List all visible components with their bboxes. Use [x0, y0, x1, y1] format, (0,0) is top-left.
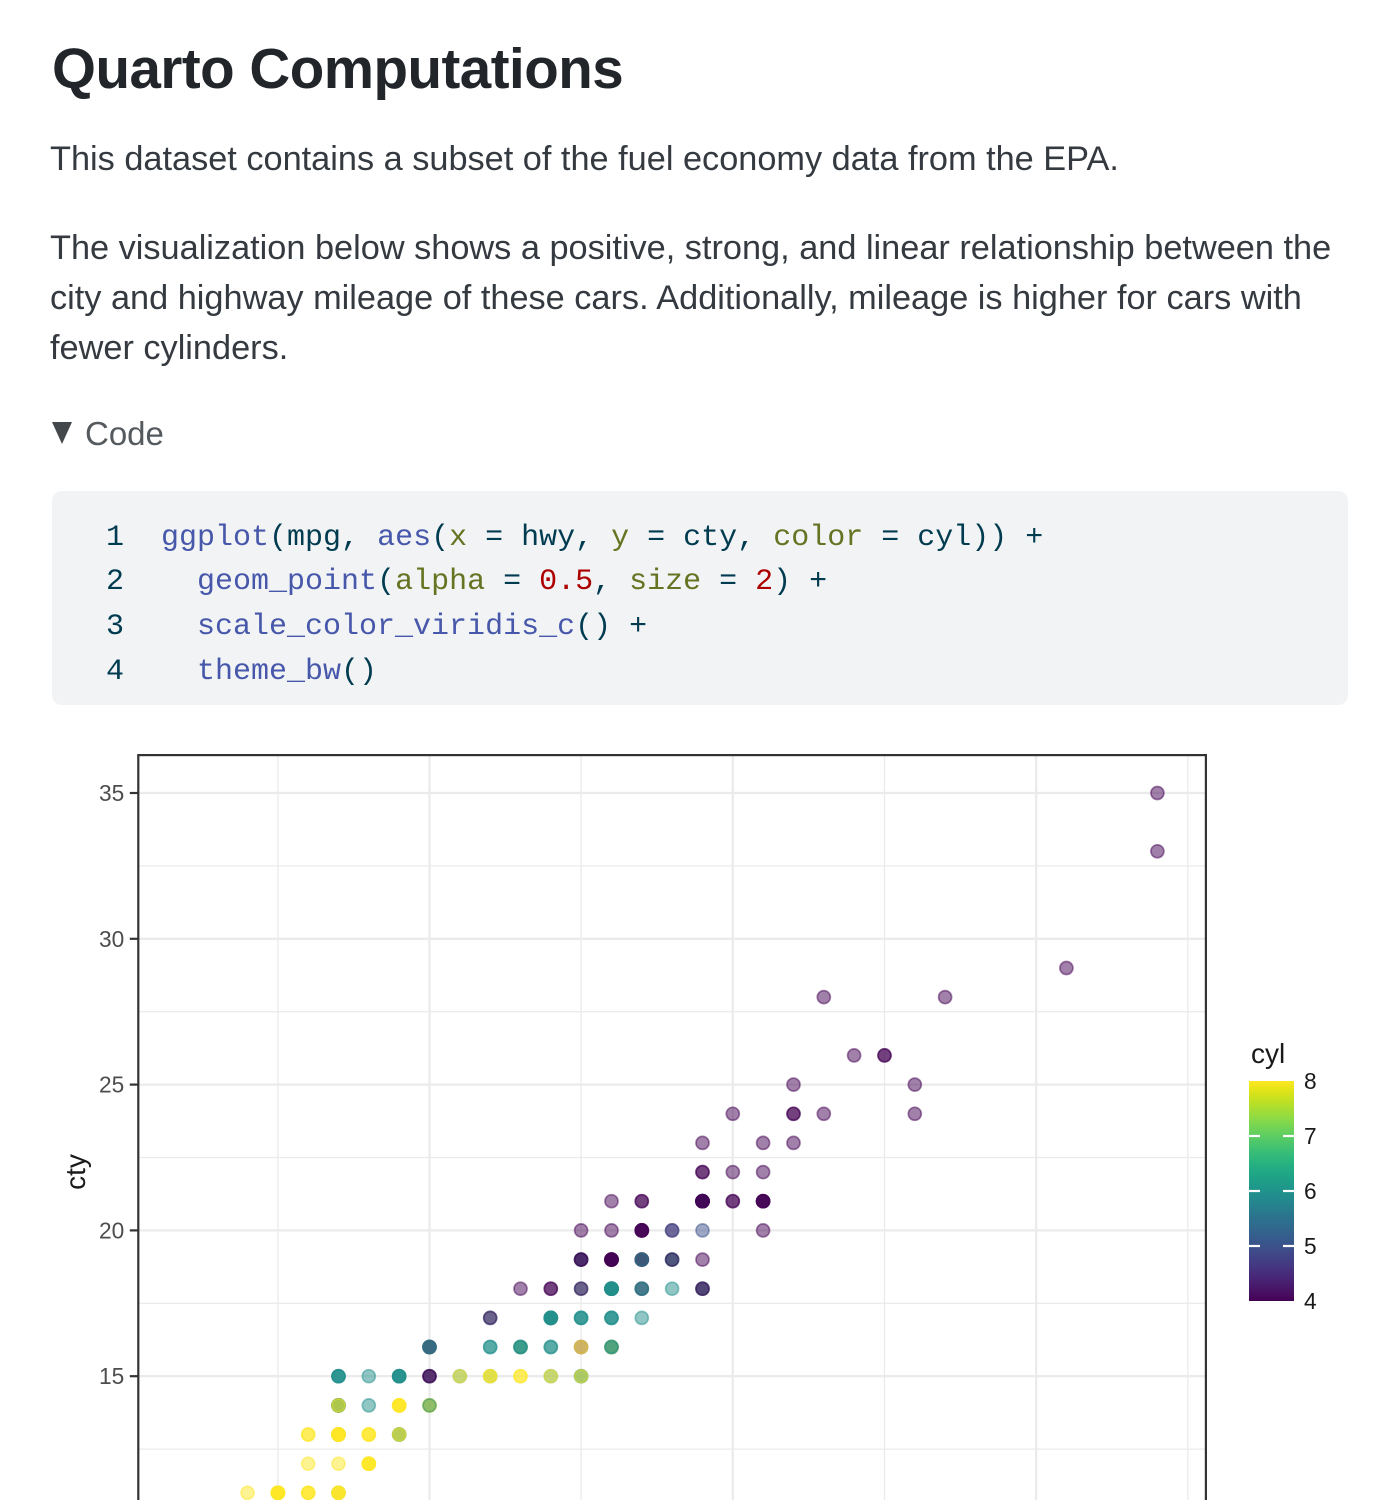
svg-text:4: 4: [1304, 1288, 1317, 1314]
svg-text:35: 35: [99, 780, 124, 806]
svg-text:7: 7: [1304, 1123, 1317, 1149]
svg-text:cyl: cyl: [1251, 1038, 1285, 1069]
svg-text:20: 20: [99, 1217, 124, 1243]
svg-text:15: 15: [99, 1363, 124, 1389]
svg-text:8: 8: [1304, 1068, 1317, 1094]
svg-text:5: 5: [1304, 1233, 1317, 1259]
svg-text:6: 6: [1304, 1178, 1317, 1204]
svg-text:cty: cty: [60, 1154, 91, 1190]
svg-text:30: 30: [99, 926, 124, 952]
svg-text:25: 25: [99, 1072, 124, 1098]
